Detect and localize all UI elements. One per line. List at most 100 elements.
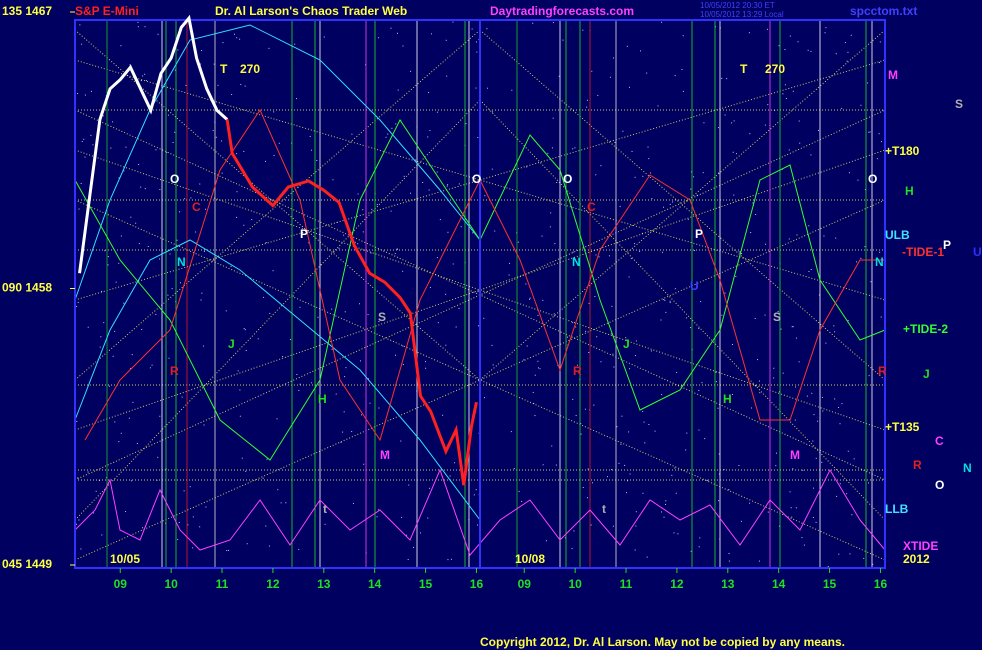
star [791, 326, 793, 328]
star [425, 367, 427, 369]
star [806, 395, 808, 397]
star [795, 507, 797, 509]
star [813, 414, 815, 416]
star [616, 426, 618, 428]
star [823, 235, 825, 237]
star [491, 344, 493, 346]
star [758, 560, 760, 562]
star [789, 491, 791, 493]
star [299, 383, 301, 385]
star [534, 415, 536, 417]
star [790, 507, 792, 509]
chart-letter: P [695, 227, 703, 241]
star [857, 179, 859, 181]
star [718, 500, 720, 502]
star [740, 520, 742, 522]
star [634, 176, 636, 178]
star [123, 302, 125, 304]
star [228, 549, 230, 551]
star [582, 486, 584, 488]
star [371, 208, 373, 210]
star [257, 338, 259, 340]
star [663, 516, 665, 518]
star [199, 183, 201, 185]
star [402, 270, 404, 272]
star [354, 241, 356, 243]
star [880, 316, 882, 318]
star [572, 251, 574, 253]
star [108, 385, 110, 387]
star [343, 411, 345, 413]
star [640, 50, 642, 52]
x-tick-label: 15 [419, 577, 433, 591]
star [436, 257, 438, 259]
star [878, 133, 880, 135]
star [236, 37, 238, 39]
star [269, 312, 271, 314]
gann-line [479, 99, 886, 521]
chart-letter: R [170, 364, 179, 378]
star [400, 440, 402, 442]
star [264, 160, 266, 162]
star [552, 117, 554, 119]
star [101, 290, 103, 292]
star [169, 253, 171, 255]
star [703, 122, 705, 124]
star [876, 158, 878, 160]
chart-letter: 270 [765, 62, 785, 76]
star [551, 445, 553, 447]
star [665, 503, 667, 505]
chart-letter: J [228, 337, 235, 351]
star [595, 254, 597, 256]
star [239, 415, 241, 417]
star [240, 84, 242, 86]
chart-letter: T [220, 62, 228, 76]
star [396, 248, 398, 250]
chart-letter: t [323, 502, 327, 516]
star [717, 127, 719, 129]
legend-label: +T135 [885, 420, 920, 434]
star [142, 527, 144, 529]
star [880, 141, 882, 143]
star [872, 563, 874, 565]
star [590, 524, 592, 526]
star [83, 138, 85, 140]
star [676, 371, 678, 373]
star [236, 216, 238, 218]
star [687, 218, 689, 220]
star [576, 364, 578, 366]
star [395, 123, 397, 125]
star [634, 549, 636, 551]
x-tick-label: 10 [164, 577, 178, 591]
x-tick-label: 13 [317, 577, 331, 591]
star [795, 337, 797, 339]
star [277, 489, 279, 491]
star [471, 28, 473, 30]
star [298, 389, 300, 391]
indicator-lines [74, 20, 886, 568]
star [172, 141, 174, 143]
star [542, 299, 544, 301]
star [378, 509, 380, 511]
x-tick-label: 16 [874, 577, 888, 591]
star [542, 464, 544, 466]
star [759, 380, 761, 382]
star [686, 317, 688, 319]
star [174, 69, 176, 71]
star [135, 222, 137, 224]
star [773, 377, 775, 379]
star [782, 93, 784, 95]
star [429, 130, 431, 132]
star [803, 544, 805, 546]
star [429, 286, 431, 288]
gann-line [74, 149, 886, 431]
star [580, 433, 582, 435]
star [685, 449, 687, 451]
star [420, 532, 422, 534]
legend-label: H [905, 184, 914, 198]
star [850, 34, 852, 36]
star [203, 250, 205, 252]
star [239, 389, 241, 391]
star [395, 354, 397, 356]
